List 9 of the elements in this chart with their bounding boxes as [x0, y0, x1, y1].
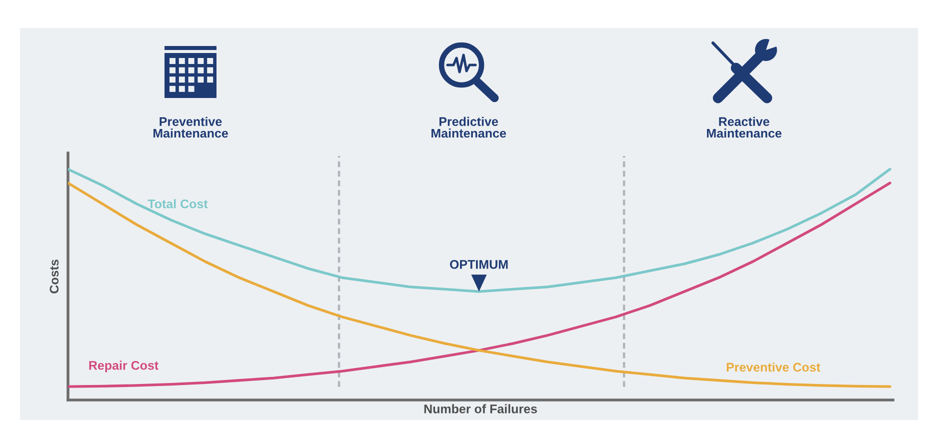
- y-axis-title: Costs: [50, 260, 59, 294]
- x-axis-title: Number of Failures: [424, 404, 537, 414]
- series-label: Preventive Cost: [726, 362, 820, 372]
- annotation: OPTIMUM: [450, 260, 508, 269]
- text: Reactive Maintenance: [706, 116, 782, 138]
- series-label: Total Cost: [148, 199, 208, 208]
- series-label: Repair Cost: [89, 360, 158, 372]
- text: Predictive Maintenance: [432, 116, 506, 138]
- text: Preventive Maintenance: [153, 116, 228, 138]
